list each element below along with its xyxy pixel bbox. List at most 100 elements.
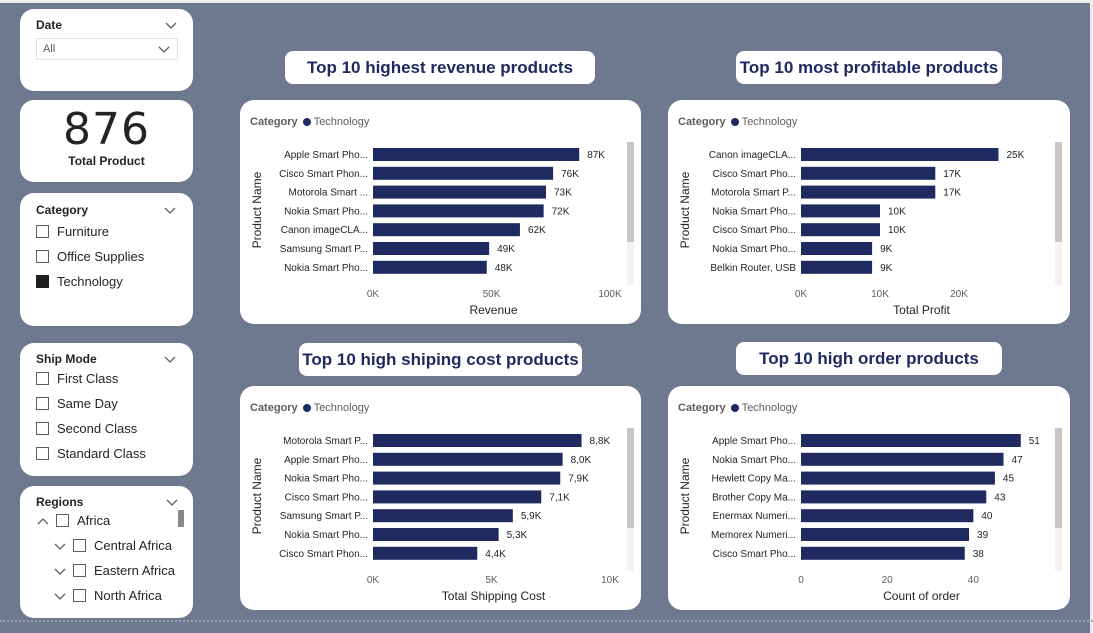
- chevron-up-icon[interactable]: [36, 514, 50, 528]
- legend-entry: Technology: [313, 116, 370, 128]
- data-label: 17K: [943, 169, 961, 180]
- checkbox[interactable]: [56, 514, 69, 527]
- category-label: Nokia Smart Pho...: [712, 206, 796, 217]
- chevron-down-icon[interactable]: [53, 564, 67, 578]
- checkbox[interactable]: [73, 539, 86, 552]
- legend-title: Category: [250, 402, 298, 414]
- checkbox[interactable]: [36, 422, 49, 435]
- category-label: Cisco Smart Phon...: [279, 169, 368, 180]
- bar: [373, 528, 499, 541]
- category-label: Motorola Smart P...: [283, 436, 368, 447]
- checkbox[interactable]: [36, 397, 49, 410]
- category-option[interactable]: Technology: [36, 269, 177, 294]
- bar: [801, 223, 880, 237]
- bar: [373, 242, 490, 255]
- bar: [801, 490, 987, 504]
- chevron-down-icon[interactable]: [165, 495, 179, 509]
- category-label: Enermax Numeri...: [713, 511, 796, 522]
- shipping-bar-chart: Category Technology Product Name Motorola S…: [240, 386, 641, 610]
- chevron-down-icon[interactable]: [53, 589, 67, 603]
- ship-mode-option-label: Same Day: [57, 396, 118, 411]
- data-label: 40: [981, 511, 993, 522]
- checkbox[interactable]: [36, 372, 49, 385]
- ship-mode-option-label: First Class: [57, 371, 119, 386]
- bar: [801, 509, 974, 523]
- legend-dot: [730, 118, 739, 126]
- chart-scrollbar-thumb: [627, 142, 634, 242]
- category-label: Memorex Numeri...: [711, 530, 796, 541]
- category-label: Cisco Smart Pho...: [713, 225, 796, 236]
- legend-entry: Technology: [741, 116, 798, 128]
- chart-scrollbar-thumb: [1055, 142, 1062, 242]
- checkbox[interactable]: [73, 589, 86, 602]
- order-chart-title: Top 10 high order products: [736, 342, 1002, 375]
- bar: [373, 185, 547, 199]
- category-label: Nokia Smart Pho...: [712, 244, 796, 255]
- chart-svg: Product Name Canon imageCLA... 25K Cisco Sm…: [678, 142, 1062, 317]
- data-label: 10K: [888, 225, 906, 236]
- bar: [801, 242, 873, 255]
- category-slicer-title: Category: [36, 203, 89, 217]
- data-label: 9K: [880, 244, 893, 255]
- legend-title: Category: [678, 402, 726, 414]
- chevron-down-icon[interactable]: [163, 203, 177, 217]
- category-label: Samsung Smart P...: [280, 511, 368, 522]
- category-label: Canon imageCLA...: [709, 150, 796, 161]
- region-item[interactable]: Eastern Africa: [53, 563, 175, 578]
- checkbox[interactable]: [73, 564, 86, 577]
- category-label: Nokia Smart Pho...: [284, 263, 368, 274]
- data-label: 25K: [1007, 150, 1025, 161]
- bar: [373, 509, 513, 523]
- category-option[interactable]: Office Supplies: [36, 244, 177, 269]
- region-item-label: Africa: [77, 513, 111, 528]
- bar: [373, 166, 554, 180]
- chevron-down-icon[interactable]: [53, 539, 67, 553]
- region-item[interactable]: Africa: [36, 513, 110, 528]
- legend-title: Category: [678, 116, 726, 128]
- category-label: Belkin Router, USB: [710, 263, 796, 274]
- checkbox[interactable]: [36, 250, 49, 263]
- ship-mode-option[interactable]: First Class: [36, 366, 177, 391]
- bar: [373, 223, 520, 237]
- x-tick-label: 0K: [367, 575, 380, 586]
- region-item[interactable]: North Africa: [53, 588, 162, 603]
- ship-mode-option[interactable]: Second Class: [36, 416, 177, 441]
- category-label: Motorola Smart P...: [711, 188, 796, 199]
- ship-mode-option[interactable]: Same Day: [36, 391, 177, 416]
- profit-chart-title: Top 10 most profitable products: [736, 51, 1002, 84]
- date-slicer: Date All: [20, 9, 193, 91]
- chevron-down-icon[interactable]: [163, 352, 177, 366]
- checkbox[interactable]: [36, 225, 49, 238]
- x-tick-label: 0K: [367, 289, 380, 300]
- total-product-card: 876 Total Product: [20, 100, 193, 182]
- checkbox[interactable]: [36, 275, 49, 288]
- category-slicer: Category Furniture Office Supplies Technol…: [20, 193, 193, 326]
- category-label: Cisco Smart Phon...: [279, 549, 368, 560]
- bar: [373, 148, 580, 161]
- date-dropdown[interactable]: All: [36, 38, 178, 60]
- data-label: 8,8K: [590, 436, 611, 447]
- bar: [373, 546, 478, 560]
- region-item[interactable]: Central Africa: [53, 538, 172, 553]
- total-product-value: 876: [63, 104, 150, 155]
- canvas-top-edge: [0, 0, 1093, 3]
- bar: [801, 166, 936, 180]
- chevron-down-icon: [158, 46, 170, 53]
- ship-mode-slicer: Ship Mode First Class Same Day Second Clas…: [20, 343, 193, 476]
- regions-scrollbar[interactable]: [178, 510, 184, 527]
- category-label: Cisco Smart Pho...: [713, 169, 796, 180]
- category-option-label: Furniture: [57, 224, 110, 239]
- x-axis-label: Total Shipping Cost: [442, 589, 546, 603]
- bar: [801, 471, 995, 485]
- chevron-down-icon[interactable]: [164, 18, 178, 32]
- bar: [801, 148, 999, 161]
- data-label: 39: [977, 530, 989, 541]
- chart-legend: Category Technology: [250, 402, 369, 414]
- checkbox[interactable]: [36, 447, 49, 460]
- x-tick-label: 0K: [795, 289, 808, 300]
- category-label: Cisco Smart Pho...: [285, 492, 368, 503]
- ship-mode-option[interactable]: Standard Class: [36, 441, 177, 466]
- legend-entry: Technology: [741, 402, 798, 414]
- region-item-label: Eastern Africa: [94, 563, 175, 578]
- category-option[interactable]: Furniture: [36, 219, 177, 244]
